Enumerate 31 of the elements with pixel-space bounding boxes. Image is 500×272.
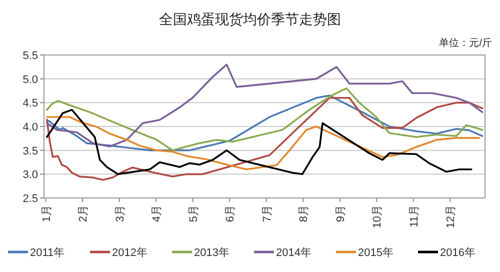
line-series	[46, 116, 480, 170]
x-tick-label: 5月	[188, 205, 200, 222]
legend-label: 2016年	[440, 247, 476, 259]
legend-label: 2013年	[194, 247, 230, 259]
line-series	[46, 97, 484, 181]
x-tick-label: 8月	[298, 205, 310, 222]
y-tick-label: 4.0	[22, 122, 38, 134]
x-tick-label: 11月	[408, 205, 420, 228]
x-tick-label: 7月	[261, 205, 274, 222]
line-series	[46, 64, 484, 148]
text: 单位：元/斤	[439, 37, 492, 49]
x-tick-label: 10月	[372, 205, 384, 228]
x-tick-label: 3月	[114, 205, 126, 222]
legend-label: 2012年	[112, 247, 148, 259]
x-tick-label: 9月	[334, 205, 347, 222]
y-tick-label: 3.5	[22, 145, 38, 158]
legend-label: 2015年	[358, 247, 394, 259]
x-tick-label: 1月	[40, 205, 53, 222]
chart-title: 全国鸡蛋现货均价季节走势图	[159, 11, 341, 27]
x-tick-label: 6月	[224, 205, 237, 222]
y-tick-label: 3.0	[22, 169, 38, 182]
x-tick-label: 12月	[445, 205, 458, 228]
y-tick-label: 5.0	[22, 74, 38, 86]
y-tick-label: 4.5	[22, 98, 38, 110]
y-tick-label: 2.5	[22, 193, 38, 205]
legend-label: 2011年	[30, 247, 65, 259]
y-tick-label: 5.5	[22, 50, 38, 62]
x-tick-label: 2月	[78, 205, 90, 222]
legend-label: 2014年	[276, 247, 312, 259]
line-series	[46, 108, 472, 176]
x-tick-label: 4月	[151, 205, 164, 222]
